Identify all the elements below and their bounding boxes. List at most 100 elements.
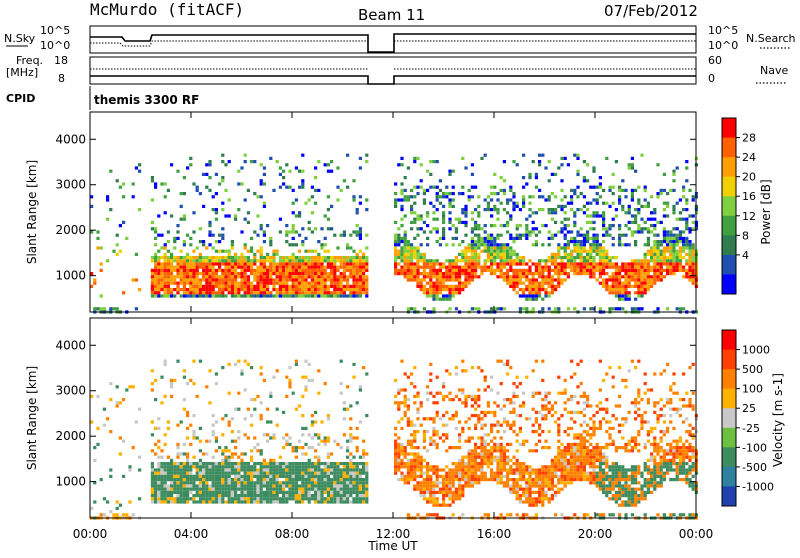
heatmap-cell [333,275,336,278]
heatmap-cell [400,443,403,446]
heatmap-cell [586,237,589,240]
heatmap-cell [400,472,403,475]
heatmap-cell [352,456,355,459]
heatmap-cell [477,214,480,217]
heatmap-cell [468,436,471,439]
heatmap-cell [461,478,464,481]
heatmap-cell [189,491,192,494]
heatmap-cell [285,468,288,471]
heatmap-cell [394,253,397,256]
heatmap-cell [362,288,365,291]
heatmap-cell [503,420,506,423]
heatmap-cell [432,468,435,471]
heatmap-cell [250,285,253,288]
heatmap-cell [221,291,224,294]
heatmap-cell [362,440,365,443]
heatmap-cell [474,414,477,417]
heatmap-cell [583,240,586,243]
colorbar-tick-label: 12 [742,210,756,223]
heatmap-cell [352,288,355,291]
heatmap-cell [500,472,503,475]
heatmap-cell [100,262,103,265]
heatmap-cell [317,266,320,269]
heatmap-cell [272,500,275,503]
heatmap-cell [519,462,522,465]
heatmap-cell [458,272,461,275]
heatmap-cell [416,446,419,449]
heatmap-cell [410,272,413,275]
heatmap-cell [394,443,397,446]
heatmap-cell [333,440,336,443]
heatmap-cell [448,259,451,262]
heatmap-cell [452,491,455,494]
heatmap-cell [676,262,679,265]
heatmap-cell [525,465,528,468]
heatmap-cell [432,401,435,404]
heatmap-cell [404,452,407,455]
heatmap-cell [215,256,218,259]
heatmap-cell [349,468,352,471]
heatmap-cell [519,282,522,285]
heatmap-cell [317,443,320,446]
heatmap-cell [522,234,525,237]
heatmap-cell [215,275,218,278]
heatmap-cell [196,259,199,262]
heatmap-cell [519,500,522,503]
heatmap-cell [151,256,154,259]
heatmap-cell [333,468,336,471]
heatmap-cell [586,208,589,211]
heatmap-cell [618,275,621,278]
heatmap-cell [237,478,240,481]
heatmap-cell [506,360,509,363]
heatmap-cell [618,234,621,237]
heatmap-cell [416,227,419,230]
heatmap-cell [407,452,410,455]
heatmap-cell [426,478,429,481]
heatmap-cell [260,275,263,278]
heatmap-cell [503,462,506,465]
heatmap-cell [221,452,224,455]
heatmap-cell [650,224,653,227]
heatmap-cell [477,452,480,455]
heatmap-cell [650,246,653,249]
heatmap-cell [416,459,419,462]
heatmap-cell [311,462,314,465]
heatmap-cell [311,475,314,478]
heatmap-cell [311,259,314,262]
heatmap-cell [205,452,208,455]
heatmap-cell [224,472,227,475]
heatmap-cell [186,291,189,294]
heatmap-cell [599,182,602,185]
heatmap-cell [509,266,512,269]
heatmap-cell [301,269,304,272]
heatmap-cell [288,269,291,272]
heatmap-cell [362,488,365,491]
heatmap-cell [522,198,525,201]
heatmap-cell [471,218,474,221]
heatmap-cell [253,275,256,278]
heatmap-cell [442,214,445,217]
heatmap-cell [228,198,231,201]
heatmap-cell [413,262,416,265]
heatmap-cell [221,208,224,211]
heatmap-cell [253,259,256,262]
heatmap-cell [205,173,208,176]
heatmap-cell [484,475,487,478]
heatmap-cell [279,173,282,176]
heatmap-cell [237,456,240,459]
heatmap-cell [477,253,480,256]
heatmap-cell [180,491,183,494]
heatmap-cell [452,481,455,484]
heatmap-cell [490,269,493,272]
heatmap-cell [346,262,349,265]
heatmap-cell [532,491,535,494]
heatmap-cell [439,481,442,484]
heatmap-cell [400,157,403,160]
heatmap-cell [215,488,218,491]
heatmap-cell [221,468,224,471]
heatmap-cell [250,291,253,294]
heatmap-cell [128,468,131,471]
heatmap-cell [436,411,439,414]
heatmap-cell [580,259,583,262]
heatmap-cell [298,275,301,278]
